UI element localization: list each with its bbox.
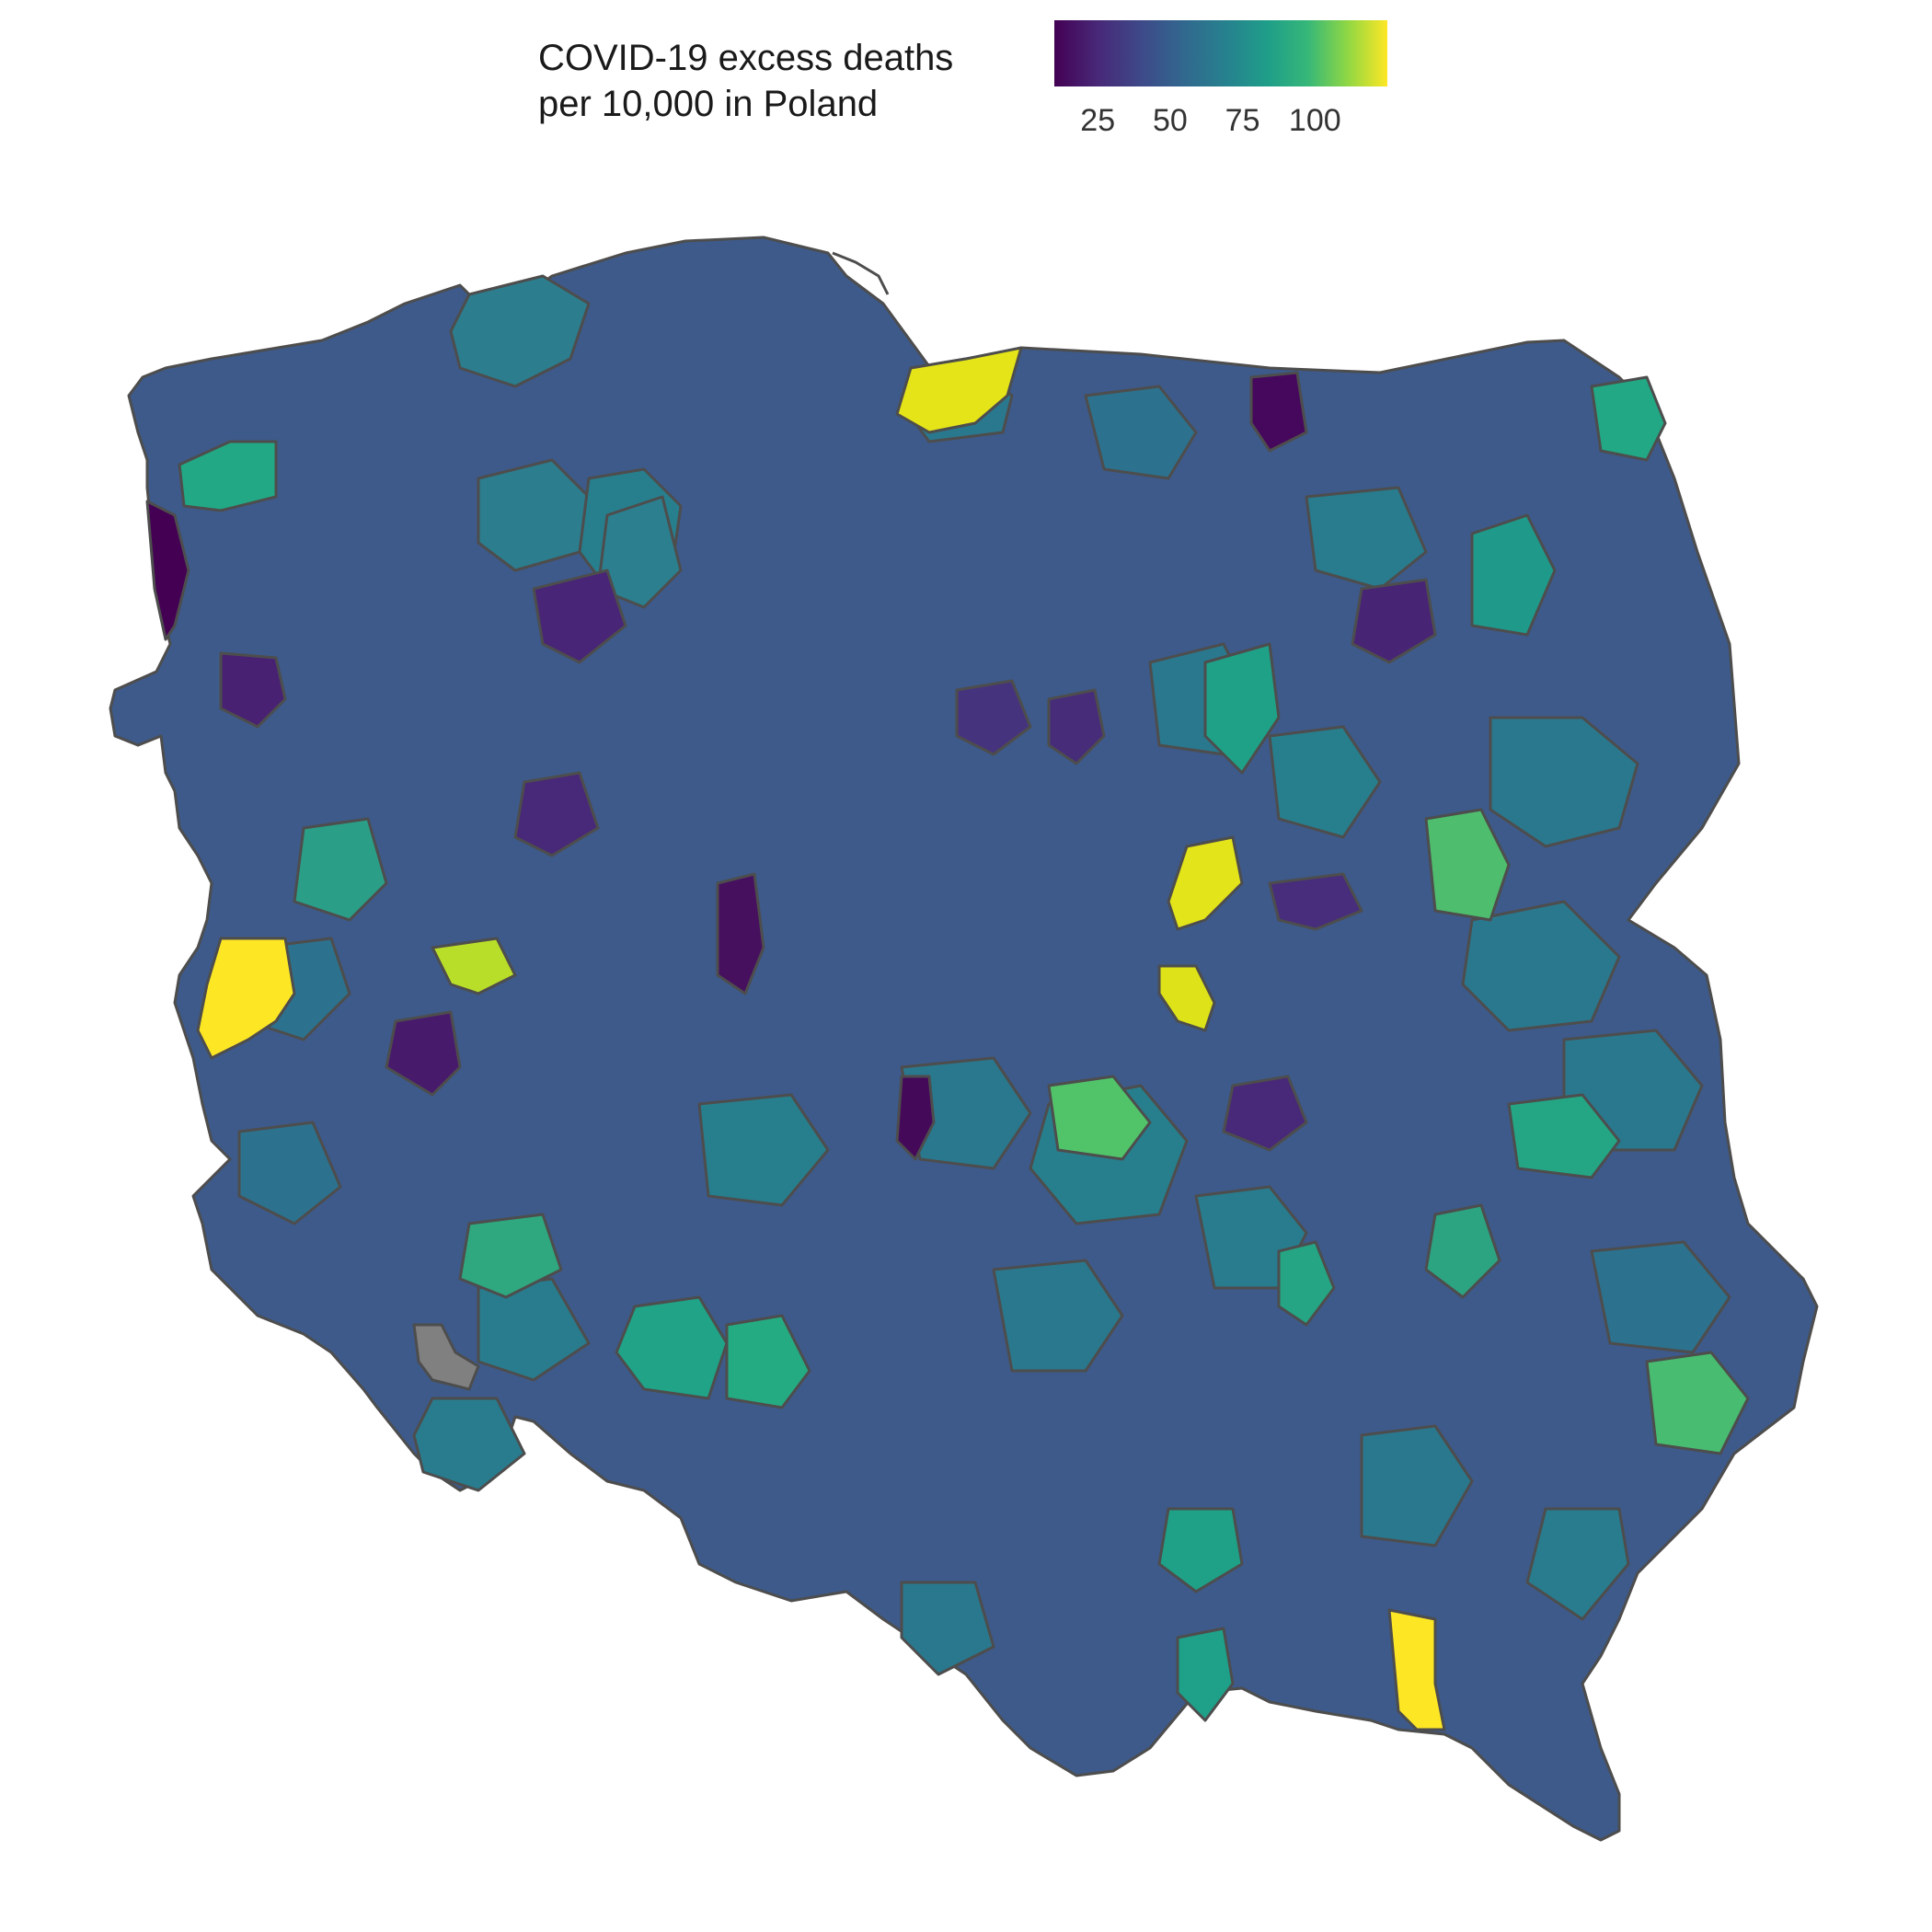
district: [1167, 835, 1244, 931]
district: [1387, 1608, 1446, 1731]
district: [1084, 385, 1198, 480]
district: [1047, 688, 1106, 765]
district: [532, 569, 627, 664]
district: [955, 679, 1032, 756]
legend-ticks: [1097, 86, 1317, 96]
district: [178, 440, 278, 512]
district: [1203, 642, 1281, 775]
legend-colorbar: [1054, 20, 1387, 86]
district: [895, 1075, 936, 1161]
district: [1424, 1203, 1501, 1299]
legend-tick-label: 50: [1152, 103, 1188, 138]
district: [1424, 808, 1511, 922]
peninsula: [832, 251, 890, 295]
district: [385, 1010, 462, 1097]
district: [513, 771, 600, 857]
district: [1590, 375, 1667, 462]
district: [1277, 1240, 1336, 1327]
district: [431, 937, 517, 995]
district: [1645, 1351, 1750, 1455]
district: [1461, 900, 1621, 1032]
district: [716, 872, 765, 995]
district: [900, 1581, 995, 1676]
district: [449, 274, 591, 388]
district: [412, 1397, 526, 1492]
district: [1249, 371, 1308, 453]
district: [1268, 872, 1363, 931]
district: [293, 817, 388, 922]
legend: COVID-19 excess deaths per 10,000 in Pol…: [0, 0, 1932, 166]
district: [1157, 964, 1216, 1032]
legend-tick-label: 75: [1225, 103, 1260, 138]
district: [615, 1295, 729, 1400]
district: [458, 1213, 563, 1299]
district: [895, 346, 1023, 434]
district: [1305, 486, 1428, 591]
district: [1470, 513, 1557, 637]
district: [196, 937, 296, 1060]
legend-title: COVID-19 excess deaths per 10,000 in Pol…: [538, 38, 954, 124]
district-no-data: [412, 1323, 480, 1391]
district: [1176, 1627, 1235, 1722]
district: [219, 651, 287, 729]
district: [1525, 1507, 1630, 1621]
district: [992, 1259, 1124, 1373]
legend-tick-label: 100: [1288, 103, 1341, 138]
district: [237, 1121, 342, 1225]
district: [725, 1314, 811, 1409]
district: [1351, 578, 1437, 664]
district: [1157, 1507, 1244, 1593]
district: [1590, 1240, 1731, 1354]
district: [697, 1093, 830, 1207]
district: [1222, 1075, 1308, 1152]
district: [145, 500, 190, 641]
district: [1360, 1424, 1474, 1547]
district: [1268, 725, 1382, 839]
legend-tick-label: 25: [1080, 103, 1116, 138]
district: [1047, 1075, 1152, 1161]
district: [1489, 716, 1639, 848]
district: [1507, 1093, 1621, 1179]
